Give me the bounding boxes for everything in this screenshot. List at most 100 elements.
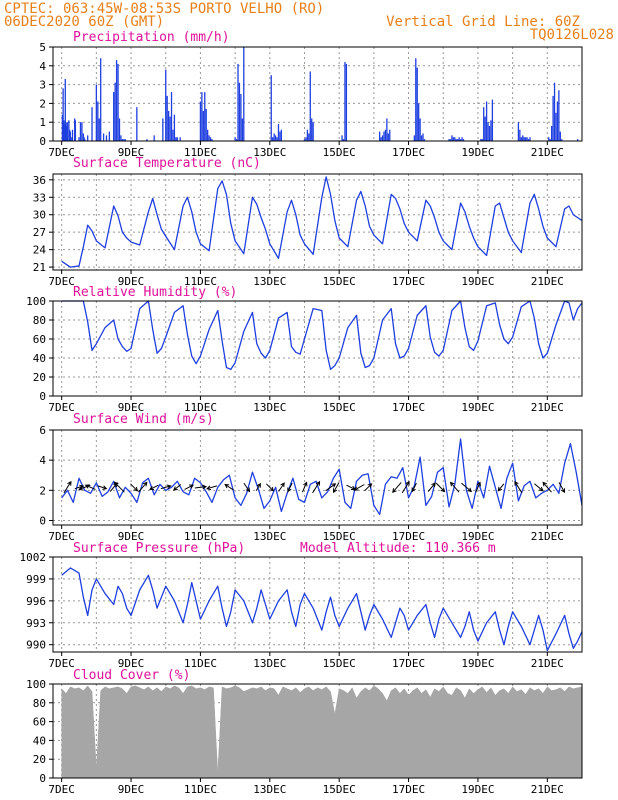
precip-bar: [167, 110, 170, 141]
precip-bar: [91, 107, 93, 141]
wind-arrow: [514, 480, 523, 494]
temperature-title: Surface Temperature (nC): [73, 156, 261, 171]
temp-xtick-label: 17DEC: [392, 275, 425, 288]
precip-bar: [153, 135, 155, 141]
temp-xtick-label: 11DEC: [184, 275, 217, 288]
precip-bar: [102, 133, 105, 141]
wind-arrow: [113, 481, 125, 493]
precip-bar: [234, 137, 236, 141]
precip-bar: [121, 139, 124, 141]
wind-arrow: [265, 483, 275, 492]
header-model-code: TQ0126L028: [530, 27, 614, 43]
wind-arrow: [224, 483, 234, 491]
precip-bar: [490, 120, 492, 141]
precip-bar: [345, 63, 348, 141]
precip-bar: [558, 90, 560, 141]
rh-xtick-label: 15DEC: [323, 401, 356, 414]
rh-frame: [52, 300, 583, 397]
precip-bar: [561, 139, 563, 141]
precip-bar: [162, 118, 164, 141]
cloud-xtick-label: 15DEC: [323, 783, 356, 796]
precip-bar: [559, 131, 561, 141]
precip-bar: [449, 139, 452, 141]
precip-ytick-label: 3: [39, 79, 46, 92]
cloud-ytick-label: 0: [39, 772, 46, 785]
precip-bar: [63, 120, 65, 141]
wind-arrow: [206, 485, 218, 491]
wind-arrow: [194, 484, 208, 490]
precip-bar: [118, 118, 121, 141]
precipitation-title: Precipitation (mm/h): [73, 30, 230, 45]
precip-bar: [523, 137, 525, 141]
precip-bar: [448, 139, 450, 141]
wind-arrow: [63, 480, 72, 494]
pres-xtick-label: 17DEC: [392, 657, 425, 670]
precip-bar: [68, 120, 70, 141]
wind-arrow: [278, 482, 285, 492]
precip-bar: [459, 139, 462, 141]
precip-bar: [105, 135, 108, 141]
rh-xtick-label: 9DEC: [118, 401, 145, 414]
precip-bar: [422, 133, 424, 141]
wind-arrow: [392, 482, 402, 493]
pres-xtick-label: 19DEC: [461, 657, 494, 670]
wind-arrow: [312, 480, 321, 494]
wind-ytick-label: 2: [39, 484, 46, 497]
wind-arrow: [172, 484, 182, 491]
cloud-xtick-label: 11DEC: [184, 783, 217, 796]
header-grid-note: Vertical Grid Line: 60Z: [386, 14, 580, 30]
precip-bar: [423, 139, 426, 141]
precip-bar: [179, 137, 181, 141]
precip-bar: [71, 137, 73, 141]
rh-xtick-label: 21DEC: [531, 401, 564, 414]
precip-xtick-label: 21DEC: [531, 146, 564, 159]
precip-bar: [87, 135, 89, 141]
model-altitude-label: Model Altitude: 110.366 m: [300, 541, 496, 556]
precip-bar: [279, 131, 281, 141]
rh-ytick-label: 40: [33, 352, 46, 365]
precip-bar: [378, 131, 381, 141]
pres-ytick-label: 999: [26, 573, 46, 586]
wind-arrow: [497, 483, 505, 492]
precip-bar: [84, 139, 86, 141]
precip-bar: [462, 139, 465, 141]
precip-bar: [341, 135, 343, 141]
precip-bar: [82, 133, 85, 141]
precip-bar: [556, 101, 559, 141]
precip-bar: [309, 71, 311, 141]
temp-xtick-label: 21DEC: [531, 275, 564, 288]
precip-bar: [418, 103, 420, 141]
precip-bar: [455, 139, 457, 141]
precip-bar: [201, 92, 203, 141]
precip-bar: [81, 122, 83, 141]
wind-xtick-label: 9DEC: [118, 530, 145, 543]
temp-frame: [52, 173, 583, 271]
precip-bar: [176, 137, 178, 141]
precip-bar: [270, 75, 272, 141]
rh-xtick-label: 7DEC: [48, 401, 75, 414]
cloud-ytick-label: 60: [33, 716, 46, 729]
precip-bar: [548, 137, 550, 141]
precip-bar: [241, 118, 243, 141]
cloud-ytick-label: 20: [33, 753, 46, 766]
pres-xtick-label: 7DEC: [48, 657, 75, 670]
precip-bar: [520, 137, 522, 141]
precip-bar: [238, 82, 241, 141]
wind-arrow: [346, 484, 356, 491]
cloud-cover-area: [61, 685, 583, 779]
precip-bar: [491, 99, 494, 141]
precip-bar: [452, 137, 455, 141]
wind-arrow: [184, 484, 194, 490]
cloud-xtick-label: 7DEC: [48, 783, 75, 796]
precip-bar: [555, 112, 557, 141]
temp-ytick-label: 21: [33, 261, 46, 274]
precip-bar: [74, 120, 77, 141]
wind-ytick-label: 0: [39, 514, 46, 527]
precip-bar: [381, 135, 384, 141]
precip-ytick-label: 4: [39, 60, 46, 73]
wind-arrow: [243, 482, 251, 493]
precip-bar: [522, 135, 524, 141]
precip-bar: [312, 122, 314, 141]
precip-bar: [553, 82, 556, 141]
